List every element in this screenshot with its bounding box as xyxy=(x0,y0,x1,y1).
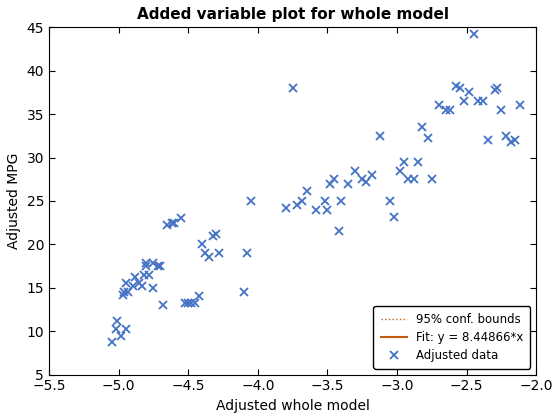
Title: Added variable plot for whole model: Added variable plot for whole model xyxy=(137,7,449,22)
Adjusted data xyxy=(108,339,115,344)
X-axis label: Adjusted whole model: Adjusted whole model xyxy=(216,399,370,413)
Adjusted data xyxy=(516,103,523,108)
Line: Adjusted data: Adjusted data xyxy=(108,30,524,346)
Adjusted data xyxy=(456,86,463,91)
Adjusted data xyxy=(129,284,136,289)
Adjusted data xyxy=(114,318,120,323)
Legend: 95% conf. bounds, Fit: y = 8.44866*x, Adjusted data: 95% conf. bounds, Fit: y = 8.44866*x, Ad… xyxy=(374,306,530,369)
Adjusted data xyxy=(470,32,477,37)
Adjusted data xyxy=(290,86,296,91)
Y-axis label: Adjusted MPG: Adjusted MPG xyxy=(7,153,21,249)
Adjusted data xyxy=(119,292,126,297)
Adjusted data xyxy=(419,125,426,130)
